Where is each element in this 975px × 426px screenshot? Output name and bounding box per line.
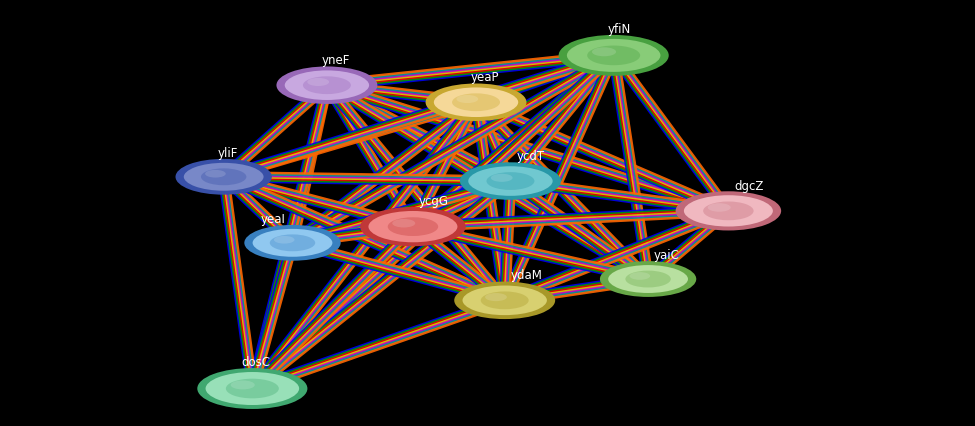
Circle shape	[360, 207, 466, 246]
Text: yneF: yneF	[321, 54, 350, 67]
Circle shape	[467, 165, 554, 197]
Text: yaiC: yaiC	[654, 249, 680, 262]
Text: yeaP: yeaP	[470, 71, 499, 84]
Text: yfiN: yfiN	[608, 23, 631, 36]
Circle shape	[176, 159, 272, 195]
Text: ydaM: ydaM	[511, 269, 542, 282]
Circle shape	[703, 201, 754, 220]
Circle shape	[559, 35, 669, 76]
Circle shape	[205, 170, 226, 178]
Circle shape	[630, 272, 650, 280]
Circle shape	[600, 261, 696, 297]
Text: dgcZ: dgcZ	[734, 179, 763, 193]
Circle shape	[245, 225, 340, 261]
Circle shape	[425, 83, 526, 121]
Circle shape	[454, 282, 555, 319]
Circle shape	[433, 86, 520, 118]
Circle shape	[201, 168, 247, 185]
Circle shape	[388, 217, 438, 236]
Circle shape	[456, 95, 478, 103]
Circle shape	[226, 379, 279, 398]
Text: ycdT: ycdT	[516, 150, 544, 163]
Circle shape	[452, 93, 500, 111]
Circle shape	[367, 210, 459, 244]
Circle shape	[682, 194, 774, 228]
Circle shape	[461, 284, 548, 317]
Circle shape	[587, 46, 641, 65]
Text: dosC: dosC	[241, 356, 270, 369]
Circle shape	[204, 371, 300, 406]
Circle shape	[566, 37, 662, 73]
Circle shape	[182, 161, 265, 192]
Circle shape	[606, 264, 689, 294]
Circle shape	[487, 172, 534, 190]
Circle shape	[231, 380, 254, 389]
Text: ycgG: ycgG	[418, 195, 448, 208]
Circle shape	[486, 293, 507, 301]
Circle shape	[392, 219, 415, 227]
Circle shape	[270, 234, 315, 251]
Circle shape	[307, 78, 330, 86]
Text: yliF: yliF	[218, 147, 238, 160]
Text: yeaI: yeaI	[260, 213, 286, 226]
Circle shape	[625, 271, 671, 288]
Circle shape	[284, 69, 370, 101]
Circle shape	[277, 66, 377, 104]
Circle shape	[676, 191, 781, 230]
Circle shape	[303, 76, 351, 94]
Circle shape	[274, 236, 294, 244]
Circle shape	[490, 174, 513, 182]
Circle shape	[592, 47, 616, 56]
Circle shape	[708, 203, 730, 212]
Circle shape	[197, 368, 307, 409]
Circle shape	[460, 162, 561, 200]
Circle shape	[481, 291, 528, 309]
Circle shape	[252, 227, 333, 258]
